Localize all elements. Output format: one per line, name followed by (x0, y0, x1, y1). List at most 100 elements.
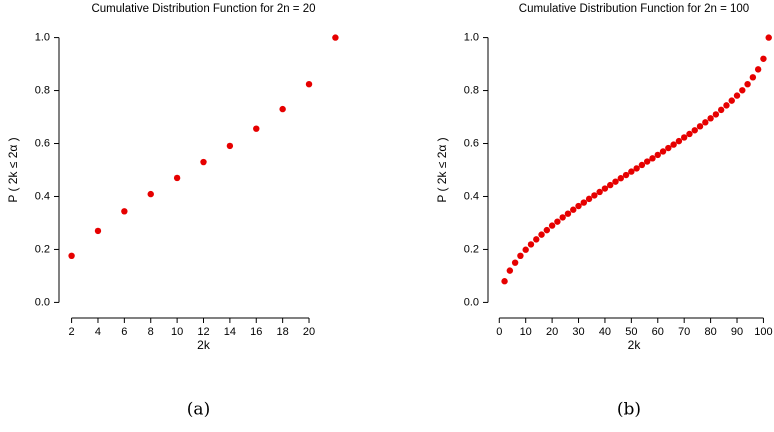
point (559, 214, 566, 221)
point (591, 192, 598, 199)
point (717, 106, 725, 114)
x-tick-label: 100 (754, 326, 772, 338)
x-tick-label: 14 (224, 326, 236, 338)
x-axis-title: 2k (197, 338, 211, 352)
point (760, 55, 767, 62)
point (622, 171, 630, 179)
point (121, 208, 128, 215)
point (739, 87, 746, 94)
point (649, 155, 656, 162)
y-tick-label: 0.4 (464, 190, 479, 202)
point (575, 202, 582, 210)
point (506, 267, 514, 274)
y-tick-label: 0.8 (35, 84, 50, 96)
point (570, 206, 577, 213)
caption: (b) (617, 400, 641, 420)
x-tick-label: 12 (197, 326, 209, 338)
point (744, 81, 751, 88)
y-tick-label: 1.0 (35, 31, 50, 43)
point (517, 252, 524, 259)
point (601, 185, 609, 192)
x-tick-label: 18 (277, 326, 289, 338)
point (628, 168, 635, 175)
x-tick-label: 80 (704, 326, 716, 338)
point (585, 195, 593, 203)
point (527, 241, 535, 248)
point (226, 142, 234, 150)
point (332, 34, 339, 41)
x-axis-title: 2k (628, 338, 642, 352)
point (633, 165, 640, 172)
x-tick-label: 2 (69, 326, 75, 338)
chart-title: Cumulative Distribution Function for 2n … (91, 3, 315, 15)
point (686, 130, 693, 138)
point (733, 92, 741, 99)
point (680, 134, 688, 141)
point (702, 119, 709, 126)
point (173, 174, 181, 182)
point (564, 210, 572, 217)
point (548, 222, 556, 229)
x-tick-label: 4 (95, 326, 101, 338)
x-tick-label: 20 (303, 326, 315, 338)
point (279, 105, 286, 113)
x-tick-label: 90 (731, 326, 743, 338)
point (696, 123, 704, 130)
point (612, 178, 619, 185)
point (543, 226, 551, 234)
point (728, 97, 735, 104)
x-tick-label: 0 (496, 326, 502, 338)
y-axis-title: P ( 2k ≤ 2α ) (6, 137, 20, 202)
point (94, 227, 102, 235)
y-tick-label: 0.6 (464, 137, 479, 149)
point (691, 127, 698, 134)
x-tick-label: 8 (148, 326, 154, 338)
point (147, 190, 154, 198)
caption: (a) (187, 400, 210, 420)
point (644, 158, 651, 165)
x-tick-label: 10 (520, 326, 532, 338)
point (749, 74, 757, 81)
point (707, 115, 714, 122)
point (754, 66, 762, 73)
x-tick-label: 40 (599, 326, 611, 338)
x-tick-label: 70 (678, 326, 690, 338)
y-tick-label: 1.0 (464, 31, 479, 43)
point (654, 151, 661, 159)
y-tick-label: 0.2 (464, 243, 479, 255)
y-tick-label: 0.0 (464, 296, 479, 308)
chart-title: Cumulative Distribution Function for 2n … (519, 3, 749, 15)
y-tick-label: 0.4 (35, 190, 50, 202)
point (554, 218, 561, 225)
point (607, 181, 614, 189)
point (580, 199, 588, 206)
point (522, 246, 529, 253)
y-axis-title: P ( 2k ≤ 2α ) (435, 137, 449, 202)
x-tick-label: 60 (652, 326, 664, 338)
point (501, 278, 508, 285)
point (670, 141, 677, 148)
point (533, 236, 540, 243)
x-tick-label: 6 (121, 326, 127, 338)
x-tick-label: 10 (171, 326, 183, 338)
point (617, 175, 624, 182)
point (68, 252, 75, 259)
point (665, 144, 672, 152)
y-tick-label: 0.6 (35, 137, 50, 149)
point (538, 231, 545, 238)
point (200, 158, 207, 166)
point (765, 34, 772, 41)
point (305, 81, 313, 88)
point (511, 259, 519, 266)
y-tick-label: 0.2 (35, 243, 50, 255)
point (659, 148, 667, 155)
point (596, 188, 603, 196)
x-tick-label: 50 (625, 326, 637, 338)
point (723, 102, 730, 109)
x-tick-label: 20 (546, 326, 558, 338)
x-tick-label: 30 (572, 326, 584, 338)
point (638, 161, 646, 169)
point (675, 137, 683, 145)
y-tick-label: 0.8 (464, 84, 479, 96)
